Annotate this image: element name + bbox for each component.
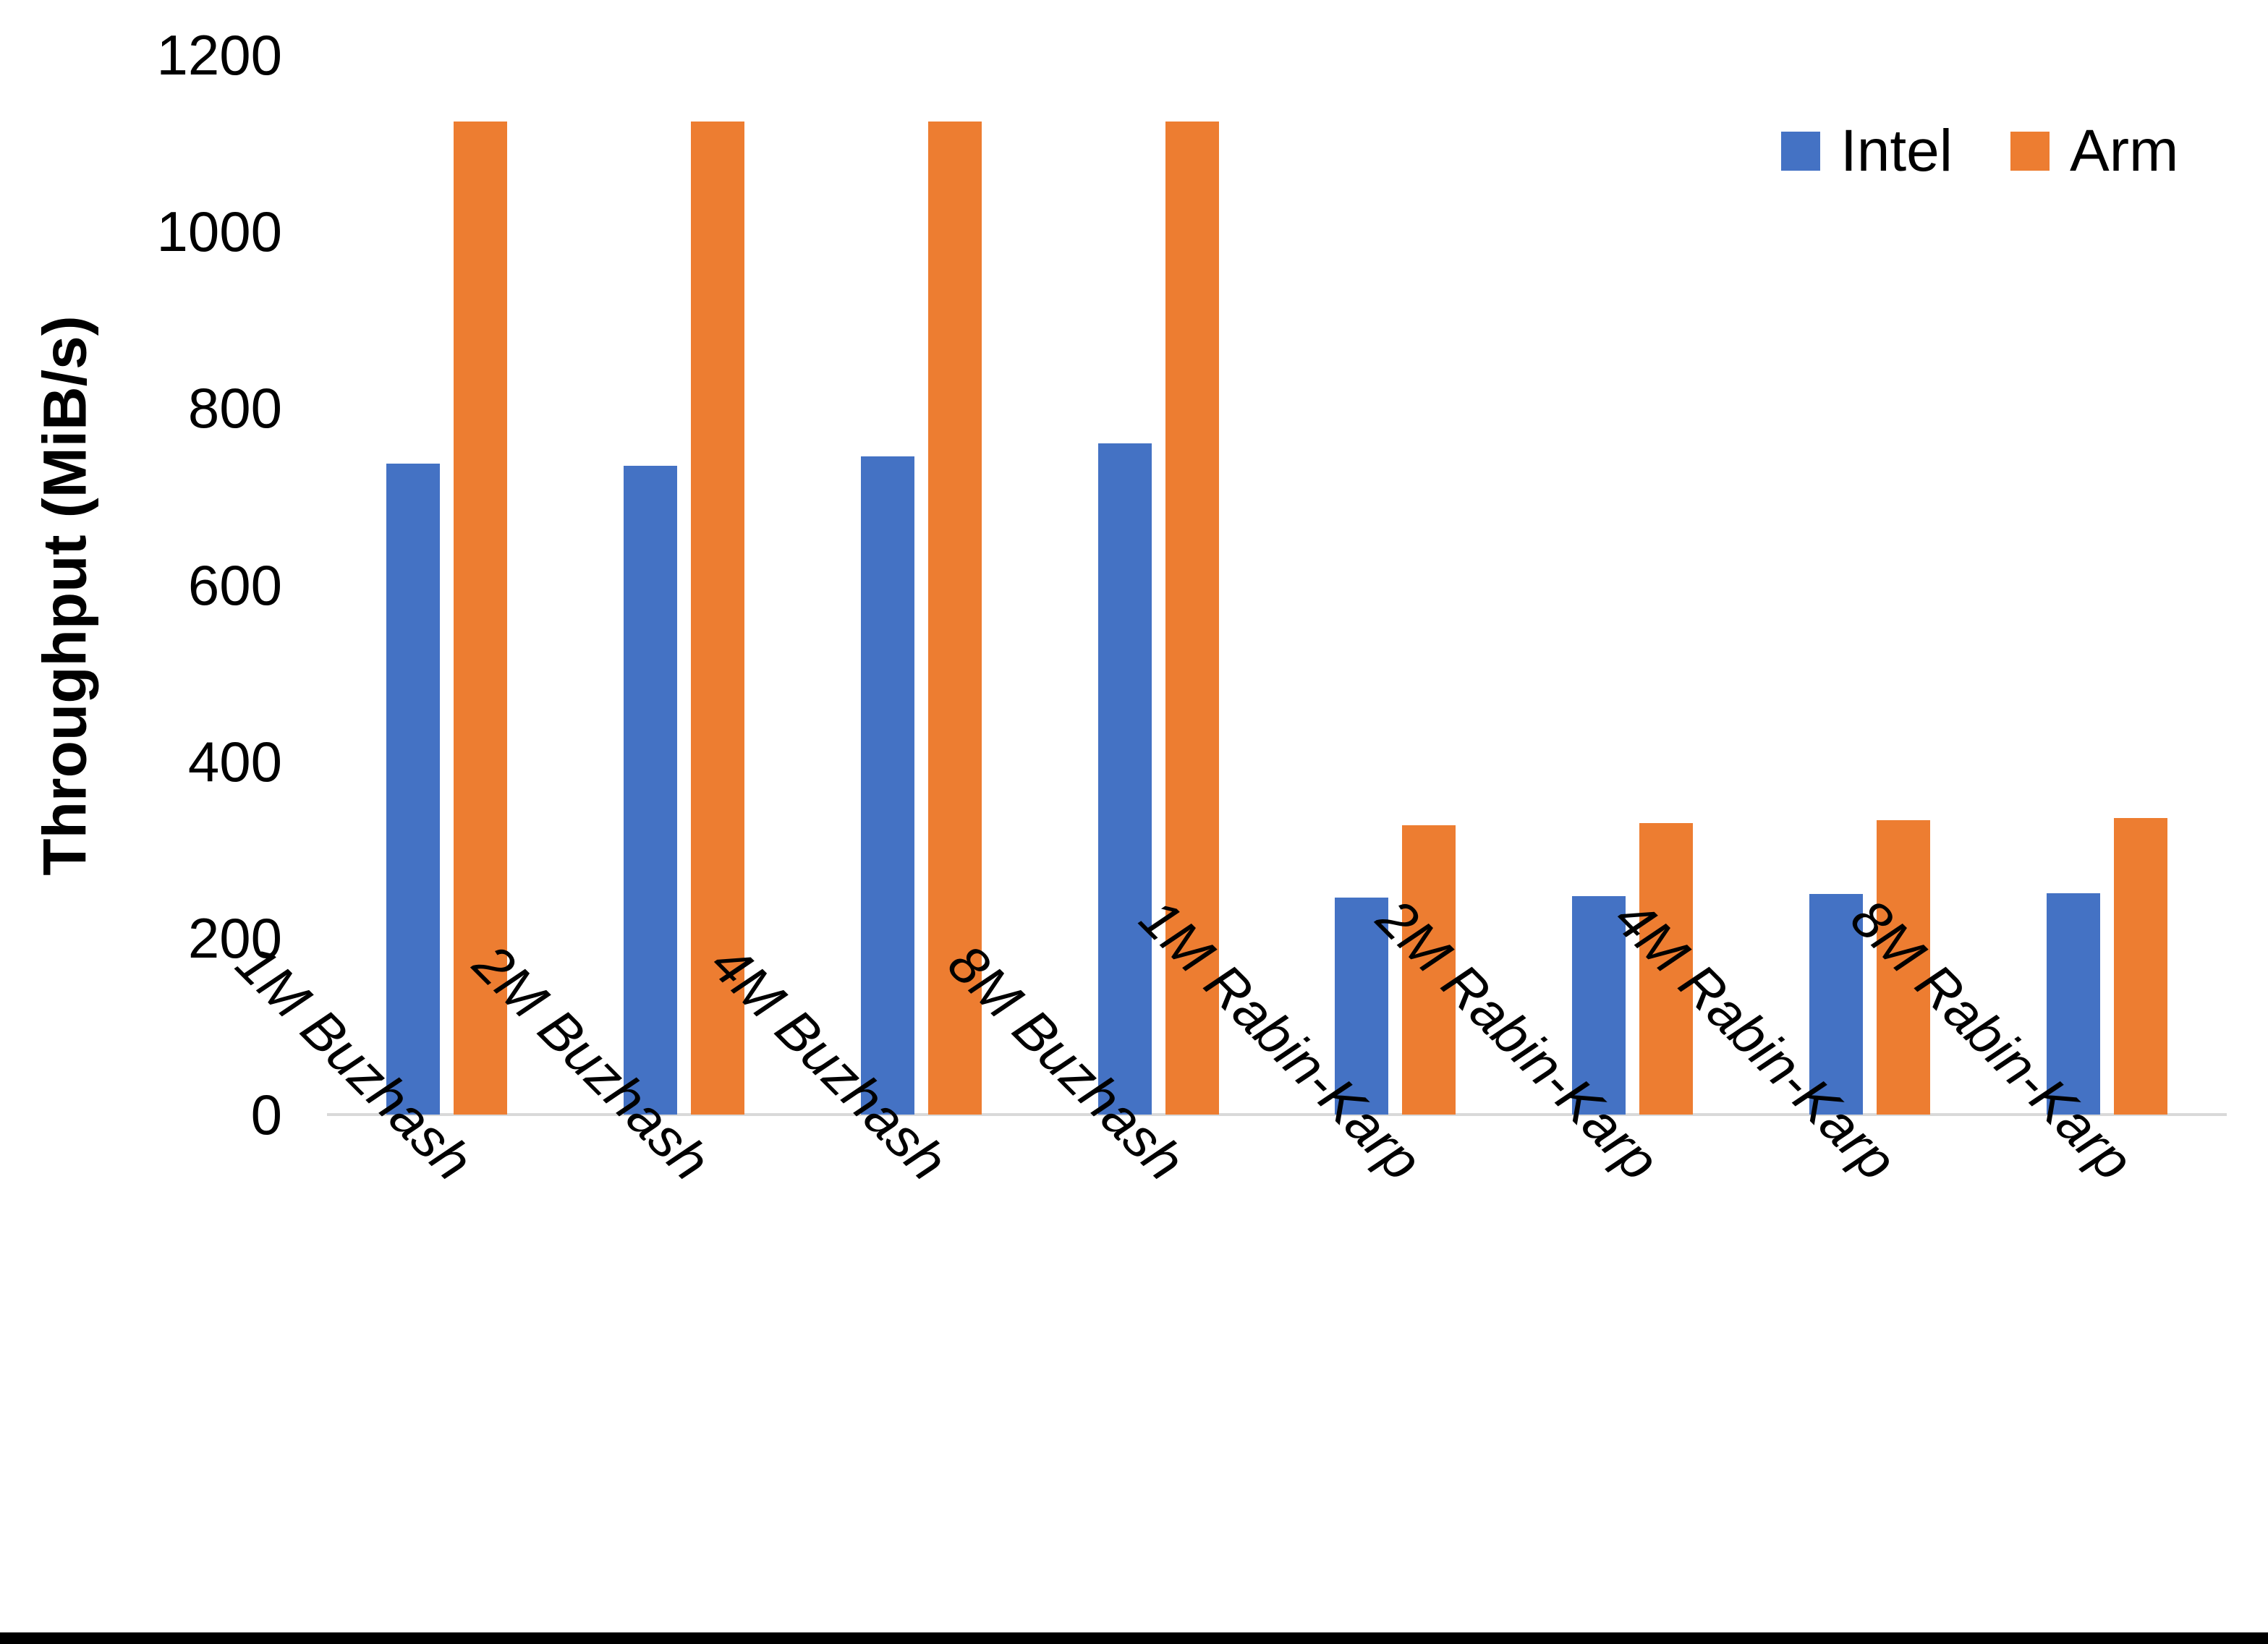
bar-intel-4	[1098, 443, 1152, 1115]
bar-arm-4	[1165, 121, 1219, 1115]
intel-legend-swatch	[1781, 132, 1820, 171]
bar-arm-8	[2114, 817, 2167, 1115]
legend-entry-intel: Intel	[1781, 122, 1953, 181]
bar-intel-3	[861, 456, 914, 1115]
y-tick-label-400: 400	[187, 729, 282, 793]
bar-intel-5	[1335, 897, 1388, 1115]
bar-intel-6	[1572, 896, 1626, 1115]
x-axis-line	[327, 1113, 2227, 1116]
bar-arm-3	[928, 121, 982, 1115]
y-tick-label-1200: 1200	[156, 23, 282, 87]
x-category-label-1: 1M Buzhash	[224, 932, 485, 1193]
y-tick-label-800: 800	[187, 376, 282, 440]
arm-legend-label: Arm	[2070, 118, 2179, 184]
bar-intel-2	[624, 465, 677, 1115]
bar-arm-7	[1877, 820, 1930, 1115]
y-tick-label-600: 600	[187, 553, 282, 617]
bar-intel-7	[1809, 893, 1863, 1115]
bar-intel-1	[386, 464, 440, 1115]
bar-arm-1	[454, 121, 507, 1115]
bar-arm-5	[1402, 825, 1456, 1115]
legend: Intel Arm	[1781, 122, 2178, 181]
bar-arm-6	[1639, 823, 1693, 1115]
bar-arm-2	[691, 121, 744, 1115]
y-tick-label-200: 200	[187, 906, 282, 970]
bottom-border-strip	[0, 1632, 2268, 1644]
arm-legend-swatch	[2010, 132, 2050, 171]
intel-legend-label: Intel	[1840, 118, 1953, 184]
y-tick-label-1000: 1000	[156, 200, 282, 264]
legend-entry-arm: Arm	[2010, 122, 2178, 181]
bar-intel-8	[2047, 893, 2100, 1115]
y-tick-label-0: 0	[250, 1083, 282, 1146]
